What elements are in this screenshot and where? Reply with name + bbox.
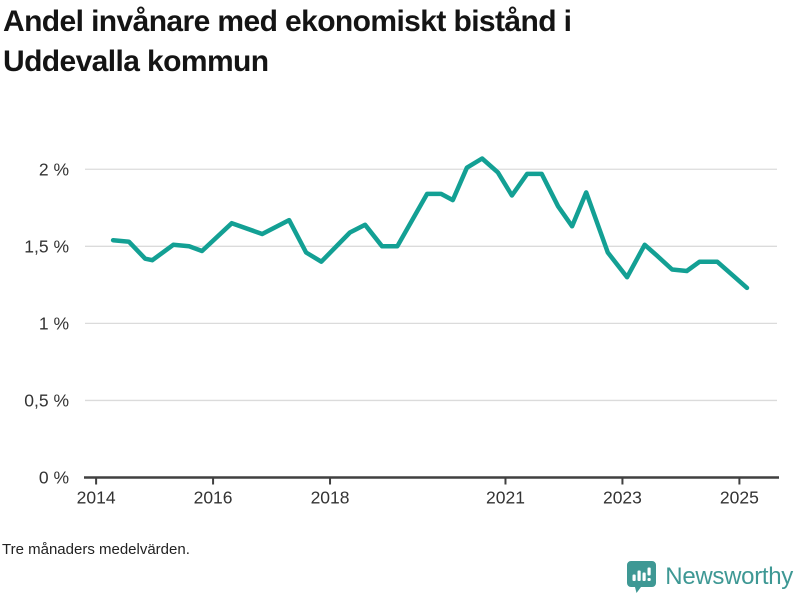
- chart-title-line2: Uddevalla kommun: [3, 45, 269, 78]
- x-axis-tick-label: 2025: [720, 488, 759, 508]
- chart-title: Andel invånare med ekonomiskt bistånd i U…: [3, 2, 783, 82]
- chart-footnote: Tre månaders medelvärden.: [2, 541, 190, 558]
- y-axis-tick-label: 0 %: [39, 468, 69, 488]
- x-axis-tick-label: 2014: [77, 488, 116, 508]
- y-axis-tick-label: 1 %: [39, 313, 69, 333]
- newsworthy-bar-chart-bubble-icon: [627, 561, 657, 593]
- x-axis-tick-label: 2021: [486, 488, 525, 508]
- y-axis-tick-label: 2 %: [39, 159, 69, 179]
- brand-name: Newsworthy: [665, 563, 793, 590]
- y-axis-tick-label: 0,5 %: [24, 390, 69, 410]
- line-chart: 0 % 0,5 % 1 % 1,5 % 2 % 2014 2016 2018 2021 2023 2…: [24, 156, 779, 508]
- data-series-line: [110, 156, 750, 291]
- x-axis-tick-label: 2016: [194, 488, 233, 508]
- chart-title-line1: Andel invånare med ekonomiskt bistånd i: [3, 5, 572, 38]
- newsworthy-logo: Newsworthy: [626, 559, 793, 595]
- y-axis-tick-label: 1,5 %: [24, 236, 69, 256]
- x-axis-tick-label: 2023: [603, 488, 642, 508]
- x-axis-tick-label: 2018: [311, 488, 350, 508]
